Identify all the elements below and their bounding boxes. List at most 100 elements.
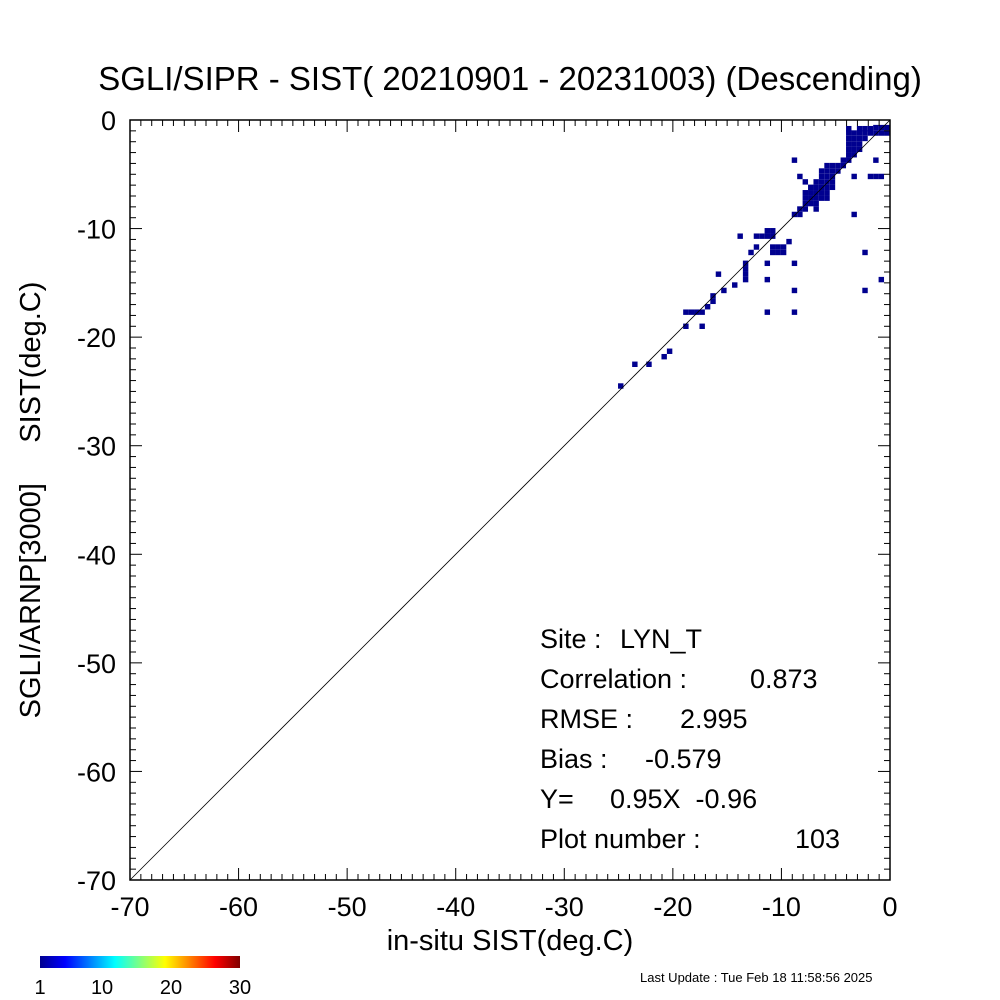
heatmap-cell [867,130,874,136]
heatmap-cell [818,195,825,201]
heatmap-cell [813,190,819,196]
heatmap-cell [770,228,776,234]
heatmap-cell [699,323,705,329]
heatmap-cell [824,168,830,174]
y-tick-label: -60 [77,757,116,787]
heatmap-cell [780,244,787,250]
heatmap-cell [829,162,836,169]
heatmap-cell [683,309,689,315]
heatmap-cell [770,233,776,239]
heatmap-cell [770,244,776,250]
last-update: Last Update : Tue Feb 18 11:58:56 2025 [640,970,873,985]
heatmap-cell [851,146,857,153]
colorbar-tick-label: 30 [229,977,251,999]
heatmap-cell [618,383,624,389]
heatmap-cell [846,152,852,158]
stat-label: Bias : [540,744,608,774]
stat-value: 0.873 [750,664,818,694]
heatmap-cell [791,157,798,163]
heatmap-cell [851,135,857,142]
heatmap-cell [721,287,727,294]
heatmap-cell [829,168,836,174]
heatmap-cell [829,184,836,191]
heatmap-cell [851,173,857,180]
heatmap-cell [694,309,700,315]
heatmap-cell [862,287,868,294]
heatmap-cell [753,233,760,239]
colorbar [40,956,240,968]
x-tick-label: 0 [882,892,897,922]
stat-value: 0.95X -0.96 [610,784,757,814]
heatmap-cell [878,173,885,180]
heatmap-cell [846,141,852,147]
stat-value: LYN_T [620,624,702,654]
y-tick-label: -30 [77,432,116,462]
heatmap-cell [742,260,749,267]
stat-value: 103 [795,824,840,854]
heatmap-cell [856,146,863,153]
heatmap-cell [742,266,749,272]
heatmap-cell [813,200,819,207]
heatmap-cell [824,190,830,196]
stat-label: Y= [540,784,574,814]
heatmap-cell [878,124,885,131]
y-tick-label: -50 [77,649,116,679]
heatmap-cell [862,135,868,142]
heatmap-cell [813,206,819,212]
heatmap-cell [775,244,781,250]
heatmap-cells [618,124,890,389]
heatmap-cell [840,162,847,169]
x-tick-label: -50 [328,892,367,922]
heatmap-cell [818,173,825,180]
axis-ticks [129,119,891,881]
heatmap-cell [884,124,890,131]
heatmap-cell [856,141,863,147]
y-axis-label: SGLI/ARNP[3000] SIST(deg.C) [15,282,47,719]
heatmap-cell [846,125,852,132]
heatmap-cell [802,179,809,185]
y-tick-labels: -70 -60 -50 -40 -30 -20 -10 0 [77,106,116,896]
heatmap-cell [824,184,830,191]
heatmap-cell [715,271,722,277]
heatmap-cell [742,271,749,277]
heatmap-cell [873,173,879,180]
heatmap-cell [818,190,825,196]
heatmap-cell [646,361,652,367]
y-tick-label: -20 [77,323,116,353]
heatmap-cell [661,353,667,360]
heatmap-cell [808,195,814,201]
heatmap-cell [835,162,841,169]
heatmap-cell [775,249,781,256]
x-tick-label: -10 [762,892,801,922]
heatmap-cell [802,195,809,201]
colorbar-tick-label: 10 [91,977,113,999]
heatmap-cell [846,146,852,153]
heatmap-cell [704,304,711,310]
heatmap-cell [791,287,798,294]
stat-label: Site : [540,624,602,654]
heatmap-cell [873,130,879,136]
heatmap-cell [802,200,809,207]
heatmap-cell [780,249,787,256]
heatmap-cell [813,179,819,185]
heatmap-cell [873,124,879,131]
colorbar-tick-label: 20 [160,977,182,999]
x-tick-label: -20 [653,892,692,922]
heatmap-cell [683,323,689,329]
heatmap-cell [666,348,673,354]
heatmap-cell [856,125,863,132]
heatmap-cell [737,233,743,239]
heatmap-cell [753,244,760,250]
heatmap-cell [802,190,809,196]
heatmap-cell [878,276,885,283]
heatmap-cell [851,130,857,136]
heatmap-cell [797,206,803,212]
heatmap-cell [818,168,825,174]
heatmap-cell [856,135,863,142]
heatmap-cell [748,249,754,256]
heatmap-cell [878,130,885,136]
heatmap-cell [846,130,852,136]
heatmap-cell [862,130,868,136]
x-tick-label: -30 [545,892,584,922]
